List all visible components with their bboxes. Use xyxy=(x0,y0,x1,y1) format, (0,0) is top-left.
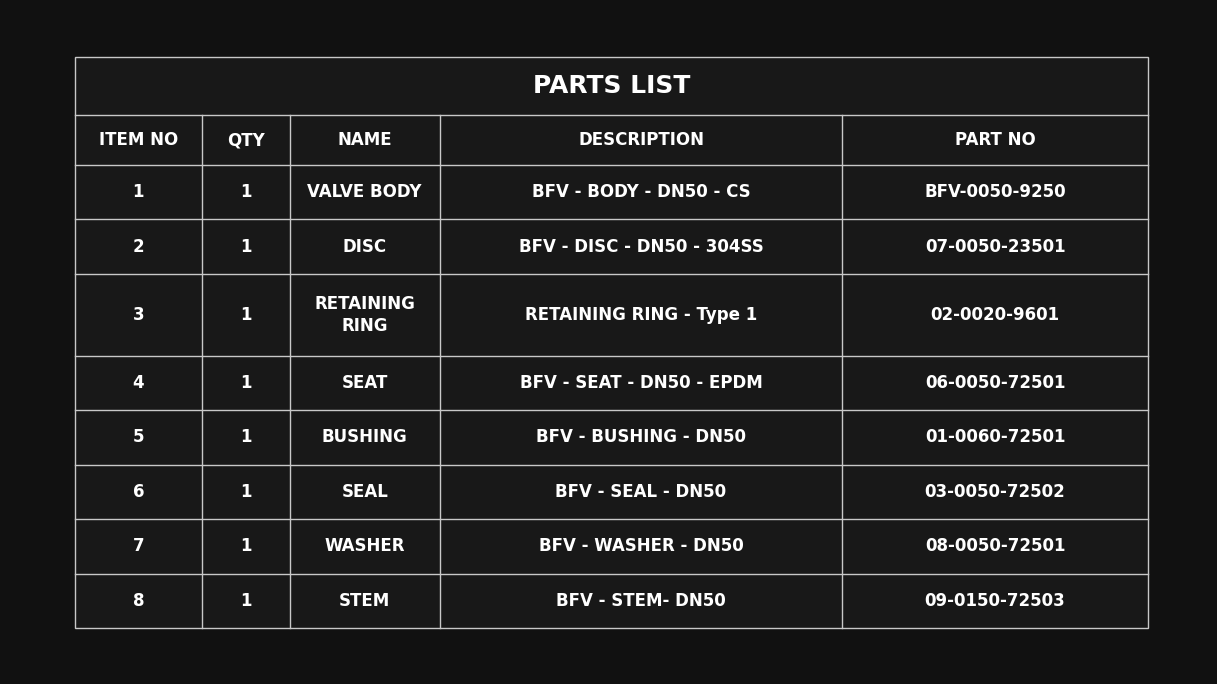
Text: 08-0050-72501: 08-0050-72501 xyxy=(925,538,1065,555)
Text: 3: 3 xyxy=(133,306,144,324)
Text: 1: 1 xyxy=(240,592,252,609)
Text: BFV - SEAL - DN50: BFV - SEAL - DN50 xyxy=(555,483,727,501)
Text: STEM: STEM xyxy=(340,592,391,609)
Text: 4: 4 xyxy=(133,374,144,392)
Text: 06-0050-72501: 06-0050-72501 xyxy=(925,374,1065,392)
Text: 1: 1 xyxy=(240,183,252,201)
Text: BFV - WASHER - DN50: BFV - WASHER - DN50 xyxy=(539,538,744,555)
Text: 6: 6 xyxy=(133,483,144,501)
Text: 09-0150-72503: 09-0150-72503 xyxy=(925,592,1065,609)
Text: 1: 1 xyxy=(133,183,144,201)
Text: SEAL: SEAL xyxy=(341,483,388,501)
Text: BUSHING: BUSHING xyxy=(321,428,408,447)
Text: BFV - DISC - DN50 - 304SS: BFV - DISC - DN50 - 304SS xyxy=(518,238,763,256)
Text: 2: 2 xyxy=(133,238,144,256)
Text: SEAT: SEAT xyxy=(342,374,388,392)
Text: BFV - BUSHING - DN50: BFV - BUSHING - DN50 xyxy=(535,428,746,447)
Text: 07-0050-23501: 07-0050-23501 xyxy=(925,238,1065,256)
Text: NAME: NAME xyxy=(337,131,392,149)
Text: 1: 1 xyxy=(240,538,252,555)
Text: 1: 1 xyxy=(240,238,252,256)
Bar xyxy=(75,57,1148,628)
Text: 1: 1 xyxy=(240,306,252,324)
Text: 02-0020-9601: 02-0020-9601 xyxy=(931,306,1060,324)
Text: 8: 8 xyxy=(133,592,144,609)
Text: 1: 1 xyxy=(240,428,252,447)
Text: PART NO: PART NO xyxy=(954,131,1036,149)
Text: VALVE BODY: VALVE BODY xyxy=(308,183,422,201)
Text: ITEM NO: ITEM NO xyxy=(99,131,178,149)
Text: DESCRIPTION: DESCRIPTION xyxy=(578,131,703,149)
Text: 1: 1 xyxy=(240,483,252,501)
Text: DISC: DISC xyxy=(343,238,387,256)
Text: 7: 7 xyxy=(133,538,144,555)
Text: RETAINING RING - Type 1: RETAINING RING - Type 1 xyxy=(525,306,757,324)
Text: RETAINING
RING: RETAINING RING xyxy=(314,295,415,335)
Text: BFV-0050-9250: BFV-0050-9250 xyxy=(924,183,1066,201)
Text: BFV - SEAT - DN50 - EPDM: BFV - SEAT - DN50 - EPDM xyxy=(520,374,762,392)
Text: PARTS LIST: PARTS LIST xyxy=(533,74,690,98)
Text: 01-0060-72501: 01-0060-72501 xyxy=(925,428,1065,447)
Text: BFV - BODY - DN50 - CS: BFV - BODY - DN50 - CS xyxy=(532,183,751,201)
Text: 1: 1 xyxy=(240,374,252,392)
Text: 03-0050-72502: 03-0050-72502 xyxy=(925,483,1065,501)
Text: BFV - STEM- DN50: BFV - STEM- DN50 xyxy=(556,592,725,609)
Text: WASHER: WASHER xyxy=(325,538,405,555)
Text: 5: 5 xyxy=(133,428,144,447)
Text: QTY: QTY xyxy=(226,131,264,149)
